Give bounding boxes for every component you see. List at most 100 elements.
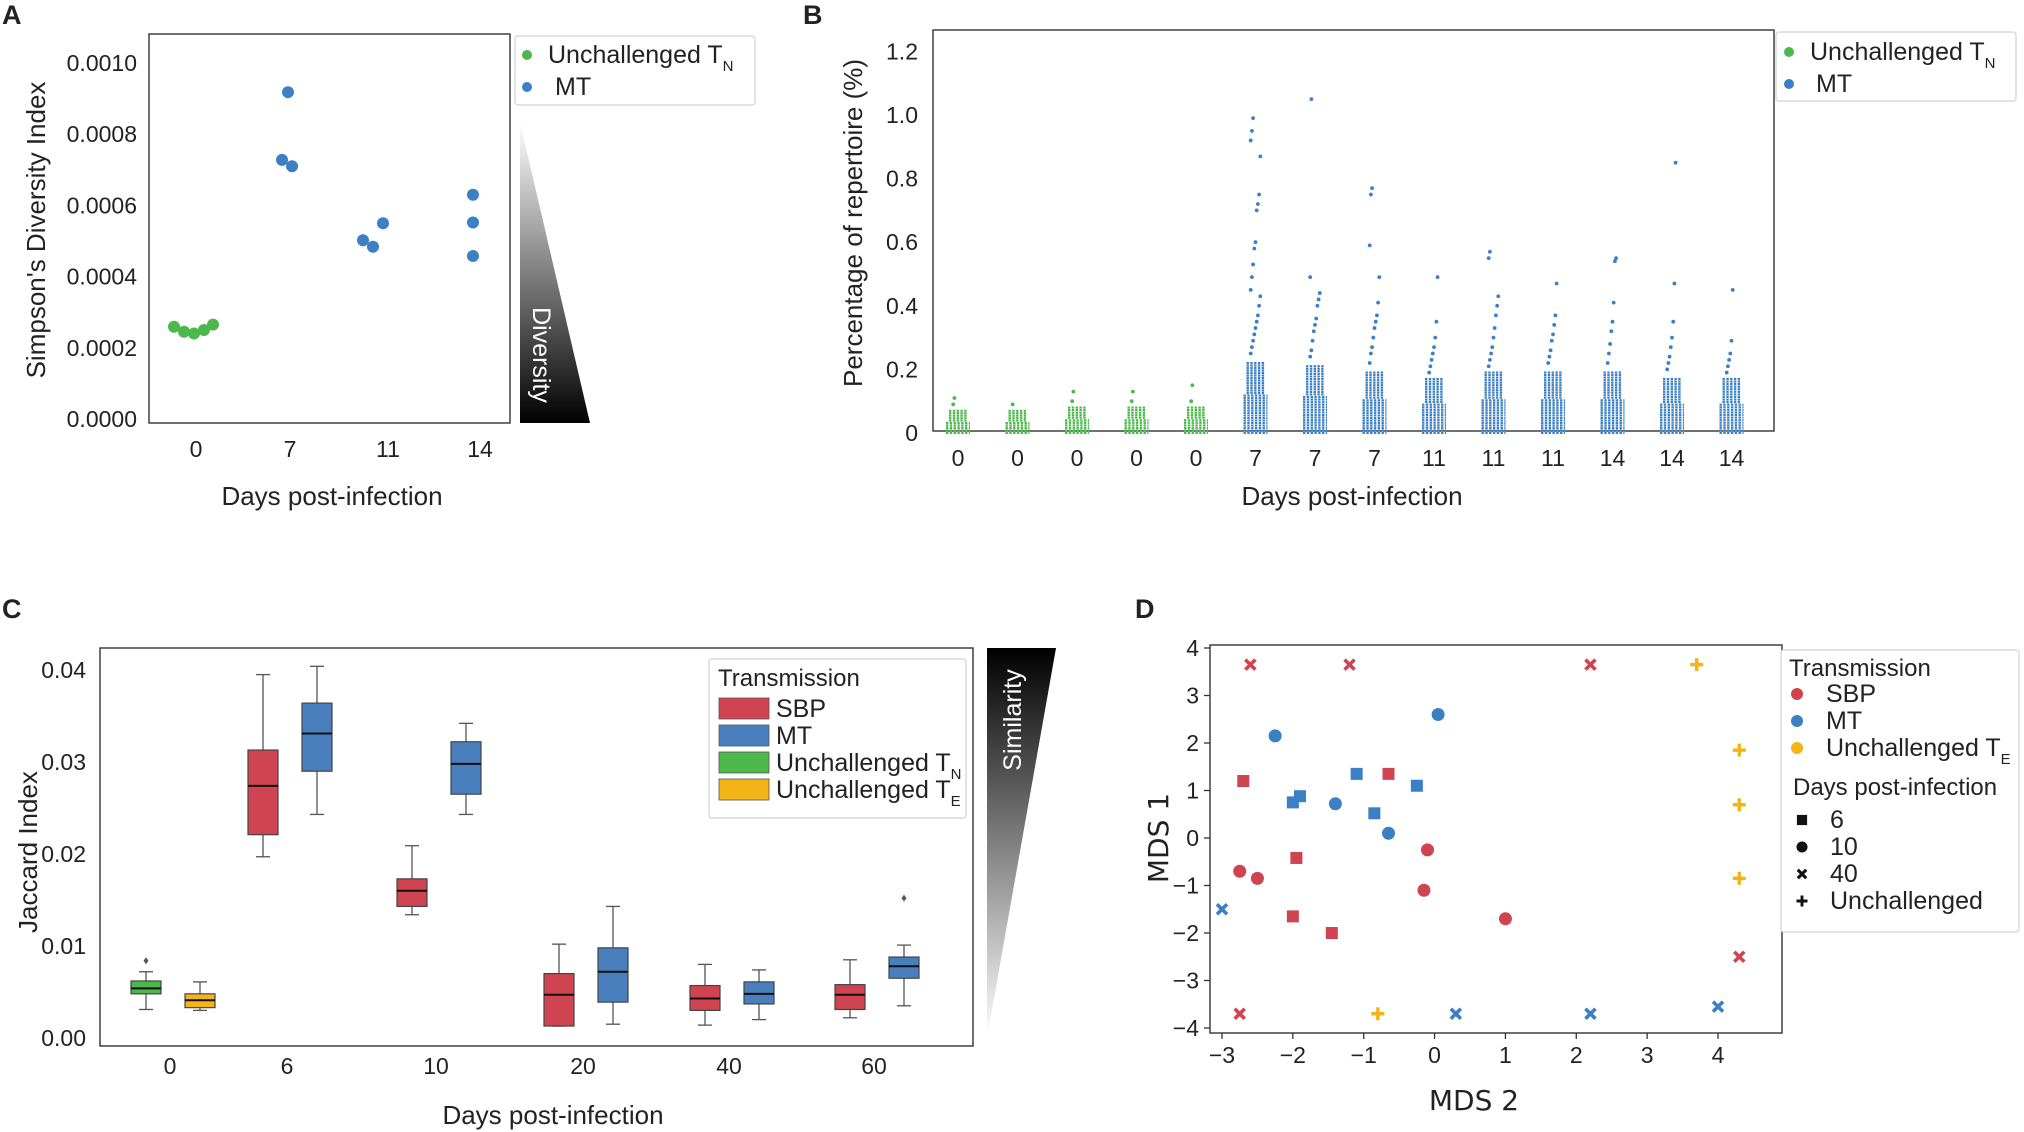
panel-a-x-axis-label: Days post-infection <box>221 481 442 511</box>
panel-d-point-x <box>1584 1007 1597 1021</box>
panel-b-y-tick-label: 0.4 <box>886 293 918 319</box>
panel-c-box <box>396 845 428 916</box>
panel-b-point <box>1369 192 1373 197</box>
panel-c-legend-swatch-unchallenged-tn <box>718 751 770 774</box>
panel-a-y-tick-label: 0.0008 <box>67 121 137 147</box>
panel-a-point <box>168 320 180 333</box>
panel-b-legend-marker-unchallenged <box>1784 47 1794 57</box>
panel-a-y-tick-label: 0.0006 <box>67 192 137 218</box>
panel-b-legend-label-unchallenged: Unchallenged TN <box>1810 38 1996 72</box>
panel-d-legend2-label: Unchallenged <box>1830 887 1983 915</box>
panel-d-legend-title: Transmission <box>1789 655 1931 682</box>
panel-b-point <box>1252 332 1257 337</box>
panel-d-legend-label-main: SBP <box>1826 680 1876 708</box>
panel-c-box <box>543 943 575 1027</box>
panel-label-d: D <box>1135 594 1155 624</box>
panel-b-x-tick-label: 14 <box>1719 445 1745 471</box>
panel-d-point-square <box>1286 910 1299 923</box>
panel-b-x-tick-label: 11 <box>1541 445 1565 471</box>
panel-b-point <box>1310 338 1315 343</box>
panel-b-point <box>1666 361 1671 365</box>
panel-b-point <box>1488 249 1492 254</box>
panel-b-point <box>1432 345 1436 350</box>
panel-c-box-body <box>301 702 333 772</box>
panel-b-point <box>1258 154 1263 159</box>
panel-c-box-body <box>834 984 866 1011</box>
panel-b-point <box>1547 354 1552 359</box>
panel-b-point <box>1492 326 1497 330</box>
panel-c-box <box>834 959 866 1019</box>
panel-b-x-tick-label: 14 <box>1600 445 1626 471</box>
panel-b-x-tick-label: 7 <box>1368 445 1381 471</box>
panel-d-legend-label-sub: E <box>2001 751 2011 768</box>
panel-b-point <box>1670 335 1674 340</box>
panel-b-point <box>1552 322 1557 327</box>
panel-d-y-tick-label: 3 <box>1186 683 1199 709</box>
panel-a-y-axis-label: Simpson's Diversity Index <box>21 82 51 379</box>
panel-d-y-tick-label: 4 <box>1186 635 1199 661</box>
panel-a-point <box>207 318 219 331</box>
panel-b-point <box>1665 367 1670 372</box>
panel-b-point <box>1546 361 1551 365</box>
panel-d-point-circle <box>1233 864 1247 878</box>
panel-a-y-tick-label: 0.0010 <box>67 50 137 76</box>
panel-a-point <box>198 324 210 336</box>
panel-c-plot-frame <box>99 647 974 1047</box>
panel-b-point <box>1070 399 1075 404</box>
panel-d-x-tick-label: 3 <box>1641 1042 1654 1068</box>
panel-label-b: B <box>803 0 823 30</box>
panel-d-point-x <box>1244 658 1257 671</box>
panel-c-x-tick-label: 10 <box>423 1053 449 1079</box>
panel-d-x-tick-label: 1 <box>1499 1042 1512 1068</box>
panel-b-point <box>1495 303 1499 308</box>
panel-d-point-square <box>1350 767 1363 780</box>
panel-d-legend-marker <box>1791 742 1803 754</box>
panel-c-box <box>888 894 920 1007</box>
panel-d-legend-marker <box>1791 715 1803 727</box>
panel-b-y-tick-label: 0.2 <box>886 356 918 382</box>
panel-d-point-circle <box>1796 841 1808 853</box>
panel-a-x-tick-label: 11 <box>376 436 400 462</box>
panel-b-point <box>1496 294 1501 299</box>
panel-b-point <box>1371 335 1376 340</box>
panel-b-x-tick-label: 0 <box>1071 445 1084 471</box>
panel-b-point <box>1489 351 1493 356</box>
panel-a-legend-label-unchallenged: Unchallenged TN <box>548 41 734 75</box>
panel-a-point <box>467 249 479 262</box>
panel-a-point <box>467 188 479 201</box>
diversity-triangle <box>520 122 590 423</box>
panel-d-point-x <box>1343 658 1356 671</box>
panel-b-point <box>1370 345 1374 350</box>
panel-c-box <box>450 722 482 816</box>
panel-d-point-circle <box>1420 843 1434 857</box>
panel-b-point <box>1668 345 1673 350</box>
panel-d-legend-label-main: Unchallenged T <box>1826 734 2001 762</box>
panel-b-point <box>952 396 957 400</box>
panel-c-x-tick-label: 20 <box>570 1053 596 1079</box>
panel-b-point <box>1317 291 1322 295</box>
panel-b-point <box>1256 313 1260 318</box>
panel-d-point-circle <box>1250 871 1264 885</box>
panel-b-point <box>1256 202 1260 206</box>
panel-b-x-ticks: 0 0 0 0 0 7 7 7 11 11 11 14 14 14 <box>952 445 1745 471</box>
panel-b-point <box>1613 259 1617 264</box>
panel-b-point <box>1257 192 1261 197</box>
panel-b-point <box>1251 116 1255 121</box>
panel-b-point <box>1611 300 1616 305</box>
panel-b-point <box>1189 399 1194 404</box>
panel-b-x-tick-label: 7 <box>1309 445 1322 471</box>
panel-a-y-ticks: 0.0000 0.0002 0.0004 0.0006 0.0008 0.0010 <box>67 50 138 432</box>
panel-c-x-axis-label: Days post-infection <box>442 1100 663 1130</box>
panel-c-box <box>743 969 775 1021</box>
panel-b-y-tick-label: 0.6 <box>886 229 918 255</box>
panel-b-point <box>1610 319 1615 324</box>
panel-d-legend2-label: 10 <box>1830 833 1858 861</box>
panel-b-point <box>1071 389 1076 394</box>
panel-b-point <box>1308 354 1313 359</box>
panel-label-c: C <box>2 594 22 624</box>
panel-a-x-tick-label: 14 <box>467 436 493 462</box>
panel-c-y-tick-label: 0.01 <box>41 933 86 959</box>
panel-a-y-tick-label: 0.0002 <box>67 335 137 361</box>
panel-b-point <box>1433 335 1438 340</box>
